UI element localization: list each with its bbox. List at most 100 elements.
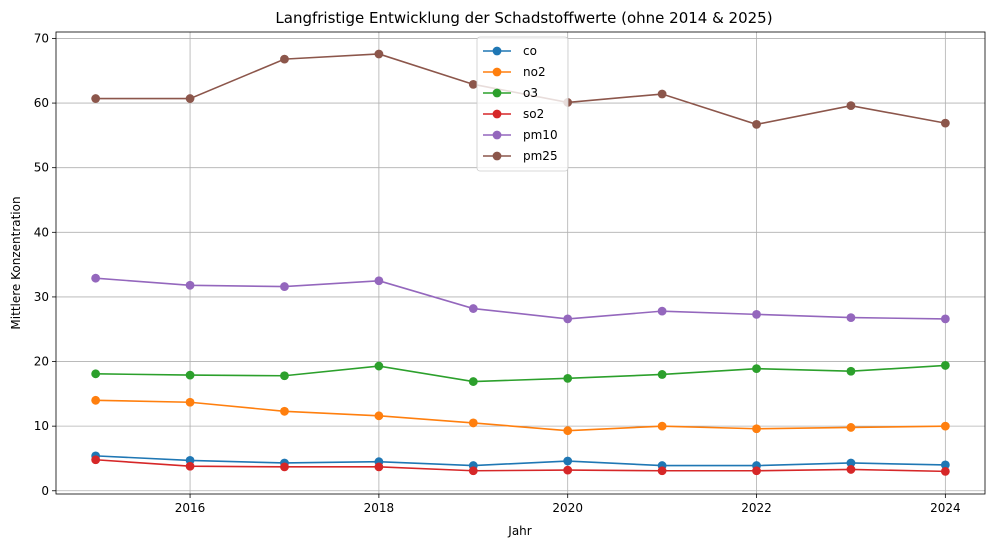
legend: co no2 o3 so2 pm10 pm25 xyxy=(476,36,569,172)
data-point-so2 xyxy=(468,466,478,476)
data-point-pm25 xyxy=(940,118,950,128)
data-point-no2 xyxy=(940,421,950,431)
x-axis-label: Jahr xyxy=(507,524,531,538)
data-point-co xyxy=(940,460,950,470)
data-point-so2 xyxy=(91,455,101,465)
data-point-no2 xyxy=(846,423,856,432)
series-line-o3 xyxy=(95,364,946,383)
data-point-o3 xyxy=(374,361,384,371)
data-point-pm10 xyxy=(185,280,195,290)
legend-marker xyxy=(492,46,502,56)
series-line-pm10 xyxy=(95,277,946,320)
y-axis-label: Mittlere Konzentration xyxy=(9,196,23,329)
data-point-co xyxy=(563,456,573,466)
legend-label: pm25 xyxy=(523,149,558,163)
x-tick-label: 2022 xyxy=(741,501,772,515)
legend-label: so2 xyxy=(523,107,544,121)
data-point-o3 xyxy=(940,361,950,370)
data-point-so2 xyxy=(846,465,856,474)
legend-item-co: co xyxy=(483,44,537,58)
y-tick-label: 20 xyxy=(34,355,49,369)
legend-item-pm10: pm10 xyxy=(483,128,558,142)
y-tick-label: 60 xyxy=(34,96,49,110)
data-point-o3 xyxy=(846,366,856,376)
data-point-o3 xyxy=(185,370,195,380)
data-point-no2 xyxy=(374,411,384,421)
x-tick-label: 2024 xyxy=(930,501,961,515)
series-o3 xyxy=(91,361,950,386)
data-point-so2 xyxy=(657,466,667,476)
data-point-no2 xyxy=(91,395,101,405)
data-point-pm25 xyxy=(752,120,761,129)
y-tick-label: 50 xyxy=(34,161,49,175)
data-point-o3 xyxy=(280,371,289,381)
x-tick-label: 2018 xyxy=(364,501,395,515)
x-tick-label: 2016 xyxy=(175,501,206,515)
legend-item-pm25: pm25 xyxy=(483,149,558,163)
plot-frame xyxy=(55,31,986,495)
data-point-pm25 xyxy=(846,101,856,111)
legend-marker xyxy=(492,88,502,98)
x-tick-label: 2020 xyxy=(552,501,583,515)
data-point-so2 xyxy=(185,461,195,471)
legend-label: o3 xyxy=(523,86,538,100)
data-point-pm25 xyxy=(280,54,289,64)
legend-marker xyxy=(492,130,502,140)
data-point-o3 xyxy=(657,370,667,379)
data-point-pm10 xyxy=(846,313,856,322)
data-point-so2 xyxy=(374,462,384,472)
data-point-o3 xyxy=(91,369,101,379)
data-point-no2 xyxy=(657,421,667,431)
data-point-pm10 xyxy=(563,314,573,324)
data-point-co xyxy=(846,458,856,468)
legend-label: co xyxy=(523,44,537,58)
data-point-so2 xyxy=(563,465,573,475)
data-point-o3 xyxy=(468,377,478,386)
legend-item-o3: o3 xyxy=(483,86,538,100)
y-tick-label: 70 xyxy=(34,31,49,45)
y-tick-label: 30 xyxy=(34,290,49,304)
data-point-pm25 xyxy=(468,79,478,89)
data-point-so2 xyxy=(752,466,761,476)
data-point-no2 xyxy=(752,424,761,434)
data-point-no2 xyxy=(563,426,573,436)
data-point-no2 xyxy=(185,397,195,407)
data-point-pm25 xyxy=(185,94,195,103)
series-line-so2 xyxy=(95,458,946,473)
series-pm10 xyxy=(91,273,950,324)
data-point-no2 xyxy=(280,406,289,416)
data-point-pm10 xyxy=(468,304,478,313)
data-point-so2 xyxy=(940,466,950,476)
series-no2 xyxy=(91,395,950,436)
y-tick-label: 0 xyxy=(41,484,49,498)
chart-title: Langfristige Entwicklung der Schadstoffw… xyxy=(275,9,772,27)
data-point-o3 xyxy=(563,373,573,383)
data-point-pm10 xyxy=(280,282,289,291)
legend-label: pm10 xyxy=(523,128,558,142)
ticks: 2016 2018 2020 2022 2024 0 10 20 30 40 50 60 70 xyxy=(34,31,961,515)
data-point-pm10 xyxy=(374,276,384,286)
data-point-pm10 xyxy=(752,309,761,319)
data-point-pm25 xyxy=(657,89,667,99)
data-point-pm10 xyxy=(940,314,950,324)
series-line-no2 xyxy=(95,399,946,432)
series-line-co xyxy=(95,455,946,467)
data-point-no2 xyxy=(468,418,478,428)
y-tick-label: 10 xyxy=(34,419,49,433)
data-point-so2 xyxy=(280,462,289,472)
legend-marker xyxy=(492,67,502,77)
data-point-pm25 xyxy=(91,94,101,103)
data-point-o3 xyxy=(752,364,761,374)
legend-item-so2: so2 xyxy=(483,107,544,121)
legend-label: no2 xyxy=(523,65,546,79)
series-so2 xyxy=(91,455,950,476)
data-point-pm10 xyxy=(657,306,667,316)
data-point-pm25 xyxy=(374,49,384,59)
y-tick-label: 40 xyxy=(34,225,49,239)
data-point-pm10 xyxy=(91,273,101,283)
legend-marker xyxy=(492,151,502,161)
series-group xyxy=(91,49,950,476)
legend-item-no2: no2 xyxy=(483,65,546,79)
legend-marker xyxy=(492,109,502,119)
